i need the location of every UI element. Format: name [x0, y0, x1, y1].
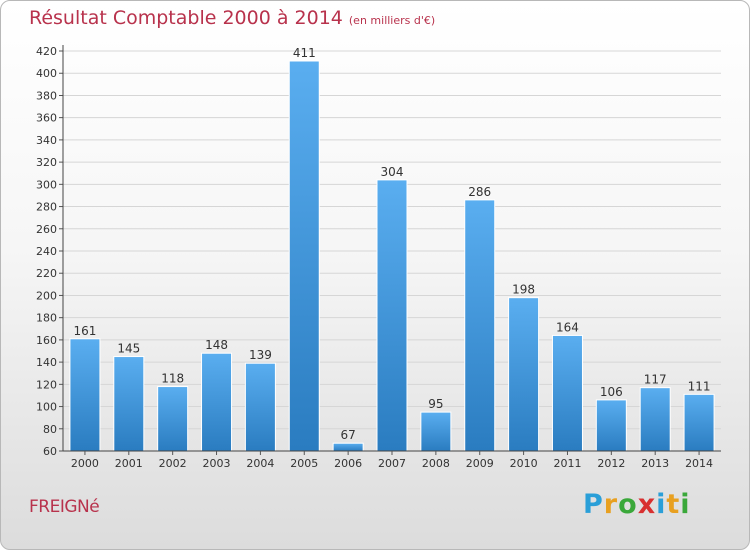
- y-tick-label: 360: [36, 112, 57, 125]
- commune-name: FREIGNé: [29, 497, 100, 517]
- y-tick-label: 220: [36, 267, 57, 280]
- bar-2013[interactable]: [639, 387, 671, 452]
- bar-value-label: 139: [249, 348, 272, 362]
- chart-title-block: Résultat Comptable 2000 à 2014 (en millie…: [29, 7, 435, 29]
- x-tick-label: 2010: [510, 457, 538, 470]
- x-tick-label: 2003: [203, 457, 231, 470]
- y-tick-label: 300: [36, 178, 57, 191]
- y-tick-label: 240: [36, 245, 57, 258]
- bar-value-label: 67: [340, 428, 355, 442]
- x-tick-label: 2006: [334, 457, 362, 470]
- bar-value-label: 95: [428, 397, 443, 411]
- x-tick-label: 2001: [115, 457, 143, 470]
- bar-2010[interactable]: [508, 297, 540, 452]
- x-tick-label: 2007: [378, 457, 406, 470]
- bar-value-label: 145: [117, 342, 140, 356]
- chart-subtitle: (en milliers d'€): [348, 14, 436, 27]
- proxiti-logo[interactable]: Proxiti: [583, 489, 691, 520]
- logo-letter: x: [637, 489, 657, 520]
- bar-2000[interactable]: [69, 338, 101, 452]
- logo-letter: r: [603, 489, 619, 520]
- bar-value-label: 111: [688, 379, 711, 393]
- bar-value-label: 164: [556, 320, 579, 334]
- logo-letter: o: [618, 489, 638, 520]
- y-tick-label: 280: [36, 201, 57, 214]
- chart-title: Résultat Comptable 2000 à 2014: [29, 7, 343, 29]
- y-tick-label: 260: [36, 223, 57, 236]
- bar-value-label: 286: [468, 185, 491, 199]
- x-tick-label: 2005: [290, 457, 318, 470]
- logo-letter: i: [680, 489, 691, 520]
- y-tick-label: 180: [36, 312, 57, 325]
- bar-2001[interactable]: [113, 356, 145, 452]
- bars: 161 145 118 148 139 411 67 304 95 286 198 164 106 117…: [69, 46, 715, 452]
- bar-value-label: 118: [161, 372, 184, 386]
- bar-2014[interactable]: [683, 393, 715, 452]
- logo-letter: t: [666, 489, 681, 520]
- x-tick-label: 2011: [553, 457, 581, 470]
- bar-2009[interactable]: [464, 199, 496, 452]
- x-tick-label: 2012: [597, 457, 625, 470]
- x-tick-label: 2000: [71, 457, 99, 470]
- x-axis: 2000 2001 2002 2003 2004 2005 2006 2007 2008 2009…: [63, 450, 721, 470]
- bar-value-label: 411: [293, 46, 316, 60]
- x-tick-label: 2002: [159, 457, 187, 470]
- y-tick-label: 200: [36, 289, 57, 302]
- x-tick-label: 2014: [685, 457, 713, 470]
- x-tick-label: 2013: [641, 457, 669, 470]
- bar-2004[interactable]: [244, 362, 276, 452]
- bar-value-label: 198: [512, 283, 535, 297]
- y-tick-label: 340: [36, 134, 57, 147]
- bar-value-label: 117: [644, 373, 667, 387]
- bar-2011[interactable]: [551, 334, 583, 452]
- y-tick-label: 80: [43, 423, 57, 436]
- y-tick-label: 120: [36, 378, 57, 391]
- x-tick-label: 2009: [466, 457, 494, 470]
- logo-letter: i: [656, 489, 667, 520]
- y-axis: 60 80 100 120 140 160 180 200 220 240 260 280 300 320…: [36, 45, 64, 458]
- y-tick-label: 400: [36, 67, 57, 80]
- x-tick-label: 2008: [422, 457, 450, 470]
- bar-2006[interactable]: [332, 442, 364, 452]
- y-tick-label: 140: [36, 356, 57, 369]
- y-tick-label: 60: [43, 445, 57, 458]
- y-tick-label: 160: [36, 334, 57, 347]
- x-tick-label: 2004: [246, 457, 274, 470]
- logo-letter: P: [583, 489, 604, 520]
- y-tick-label: 420: [36, 45, 57, 58]
- y-tick-label: 320: [36, 156, 57, 169]
- bar-2012[interactable]: [595, 399, 627, 452]
- y-tick-label: 100: [36, 401, 57, 414]
- bar-2008[interactable]: [420, 411, 452, 452]
- y-tick-label: 380: [36, 89, 57, 102]
- bar-value-label: 161: [73, 324, 96, 338]
- bar-value-label: 304: [381, 165, 404, 179]
- bar-2003[interactable]: [201, 352, 233, 452]
- bar-value-label: 148: [205, 338, 228, 352]
- bar-2005[interactable]: [288, 60, 320, 452]
- bar-value-label: 106: [600, 385, 623, 399]
- bar-2002[interactable]: [157, 386, 189, 452]
- bar-2007[interactable]: [376, 179, 408, 452]
